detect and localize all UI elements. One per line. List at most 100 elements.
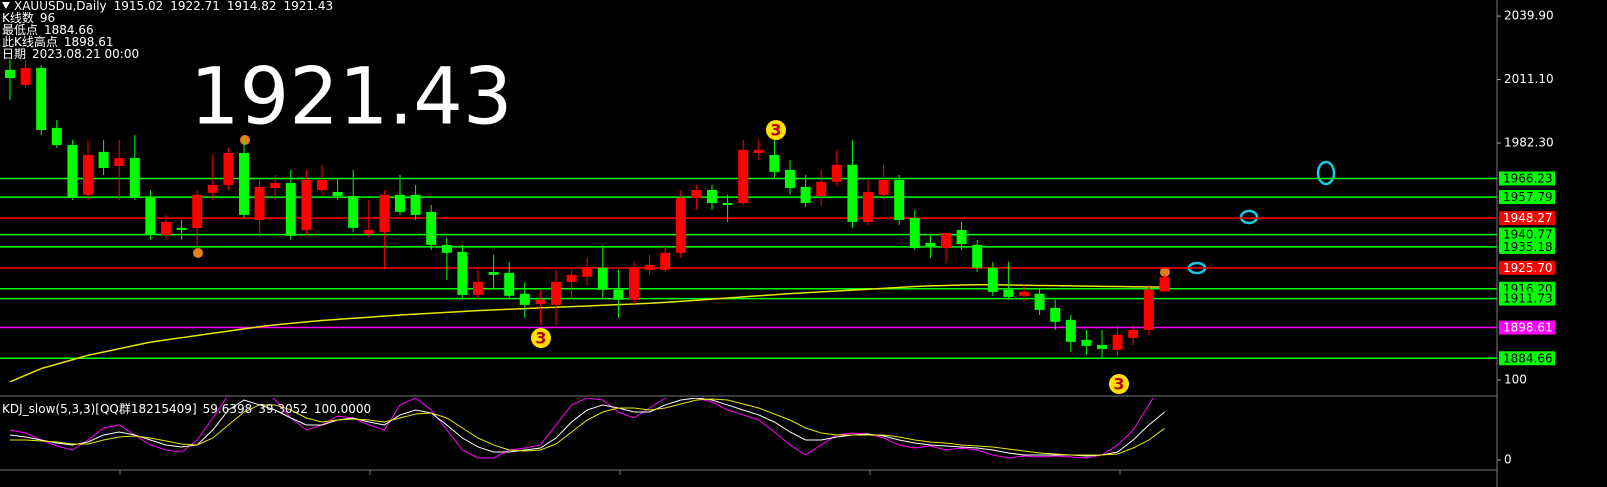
candle-body (207, 184, 218, 193)
candle-body (582, 266, 593, 277)
candle-body (1112, 334, 1123, 350)
candle-body (5, 69, 15, 79)
info-label: 此K线高点 (2, 34, 58, 49)
indicator-line (10, 398, 1165, 456)
level-label: 1935.18 (1503, 240, 1553, 254)
candle-body (878, 179, 889, 195)
candle-body (785, 169, 795, 189)
level-label-bg (1499, 291, 1555, 306)
candle-body (660, 252, 671, 270)
candle-body (925, 242, 936, 246)
level-label-bg (1499, 227, 1555, 242)
y-tick-label: 100 (1504, 373, 1527, 387)
candle-body (332, 191, 343, 196)
candle-body (894, 179, 905, 220)
candle-body (114, 158, 125, 166)
candle-body (426, 211, 437, 245)
candle-body (769, 154, 780, 172)
indicator-value: 100.0000 (314, 402, 371, 416)
marker-label: 3 (535, 329, 546, 348)
candle-body (410, 194, 421, 215)
candle-body (192, 194, 203, 228)
info-row: K线数 96 (2, 10, 55, 25)
candle-body (551, 281, 561, 305)
candle-body (629, 267, 639, 300)
candle-body (239, 152, 249, 215)
candle-body (488, 272, 499, 275)
marker-label: 3 (770, 121, 781, 140)
candle-body (1143, 289, 1154, 330)
candle-body (1159, 277, 1170, 292)
candle-body (1050, 307, 1061, 322)
candle-body (847, 164, 858, 222)
candle-body (254, 186, 265, 220)
info-row: 日期 2023.08.21 00:00 (2, 47, 139, 61)
candle-body (909, 217, 920, 248)
candle-body (504, 272, 515, 296)
indicator-line (9, 398, 1165, 457)
level-label: 1940.77 (1503, 228, 1553, 242)
candle-body (519, 293, 530, 305)
candle-body (301, 179, 312, 230)
candle-body (20, 67, 31, 85)
candle-body (161, 221, 171, 235)
y-tick-label: 2011.10 (1504, 72, 1554, 86)
collapse-icon (2, 2, 10, 9)
level-label-bg (1499, 190, 1555, 205)
candle-body (1003, 289, 1014, 297)
candle-body (395, 194, 405, 212)
info-value: 2023.08.21 00:00 (32, 47, 139, 61)
candle-body (1097, 344, 1107, 349)
info-row: 此K线高点 1898.61 (2, 34, 114, 49)
info-label: K线数 (2, 10, 34, 25)
last-price: 1921.43 (190, 52, 513, 142)
level-label: 1884.66 (1503, 351, 1553, 365)
candle-body (972, 244, 983, 268)
candle-body (67, 145, 78, 198)
y-tick-label: 2039.90 (1504, 9, 1554, 23)
marker-label: 3 (1113, 375, 1124, 394)
marker-badge (1109, 374, 1129, 394)
indicator-line (9, 398, 1154, 459)
ohlc-close: 1921.43 (284, 0, 334, 13)
marker-badge (531, 328, 551, 348)
candle-body (473, 281, 483, 295)
indicator-value: 59.6398 (203, 402, 253, 416)
candle-body (613, 289, 624, 300)
candle-body (317, 179, 327, 191)
level-label: 1898.61 (1503, 321, 1553, 335)
signal-dot (193, 248, 203, 258)
indicator-lines (9, 398, 1165, 459)
candle-body (223, 152, 234, 185)
candle-body (566, 274, 577, 282)
header: XAUUSDu,Daily 1915.02 1922.71 1914.82 1921.4… (14, 0, 333, 13)
candle-body (285, 182, 296, 236)
indicator-title: KDJ_slow(5,3,3)[QQ群18215409] 59.6398 39.30… (2, 402, 371, 416)
symbol: XAUUSDu,Daily (14, 0, 107, 13)
level-label: 1948.27 (1503, 211, 1553, 225)
x-ticks (119, 470, 1121, 475)
candle-body (1019, 291, 1029, 296)
info-row: 最低点 1884.66 (2, 23, 94, 37)
level-label: 1925.70 (1503, 261, 1553, 275)
candle-body (831, 164, 842, 182)
candle-body (457, 251, 468, 295)
level-label-bg (1499, 211, 1555, 226)
candle-body (597, 267, 608, 290)
candle-body (535, 299, 546, 304)
signal-dot (1160, 267, 1170, 277)
level-label: 1911.73 (1503, 292, 1553, 306)
info-label: 日期 (2, 47, 26, 61)
candle-body (145, 197, 156, 235)
ohlc-open: 1915.02 (114, 0, 164, 13)
candle-body (129, 158, 140, 198)
candle-body (36, 67, 47, 131)
candle-body (379, 194, 390, 232)
indicator-value: 39.3052 (258, 402, 308, 416)
candle-body (1034, 293, 1045, 310)
candle-body (816, 181, 827, 196)
candle-body (83, 154, 93, 195)
candle-body (1065, 319, 1076, 342)
